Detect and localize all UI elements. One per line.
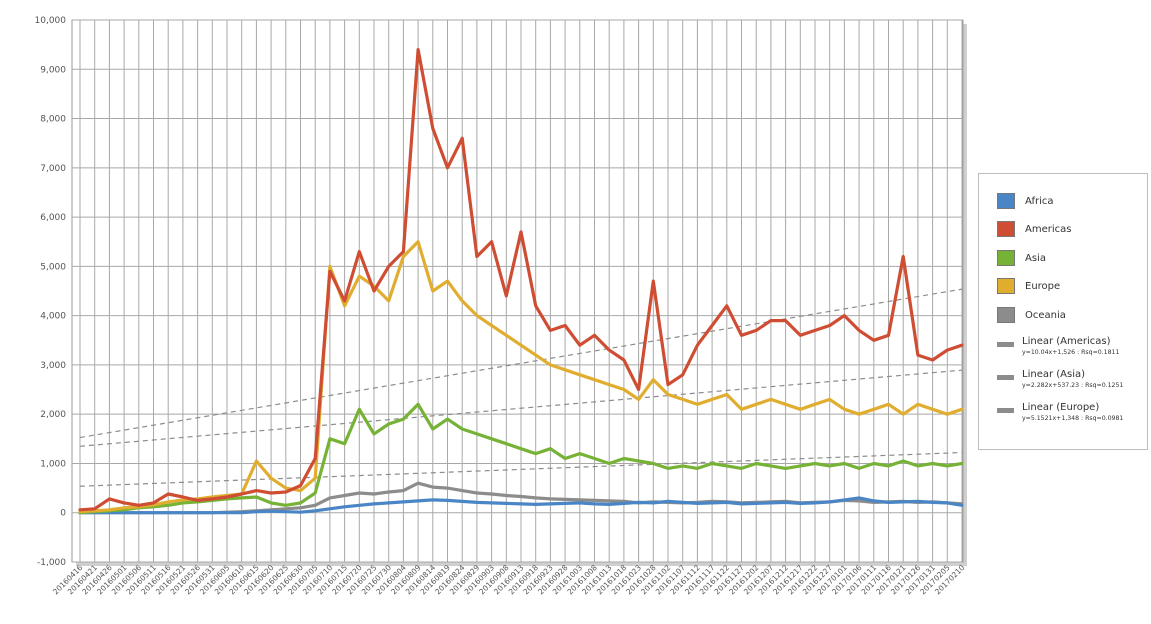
x-axis-ticks: 2016041620160421201604262016050120160506… (51, 563, 967, 597)
legend-item-oceania: Oceania (997, 307, 1066, 323)
legend-item-europe: Europe (997, 278, 1060, 294)
legend-swatch (997, 278, 1015, 294)
legend-trend-asia: Linear (Asia) y=2.282x+537.23 : Rsq=0.12… (997, 369, 1123, 390)
y-axis-ticks: -1,000 0 1,000 2,000 3,000 4,000 5,000 6,000 7,0… (35, 16, 67, 568)
legend-item-asia: Asia (997, 250, 1046, 266)
gridlines (72, 19, 963, 563)
y-tick-label: 1,000 (40, 459, 66, 469)
series-lines (78, 47, 964, 515)
y-tick-label: 0 (60, 509, 66, 519)
series-line-asia (78, 402, 964, 515)
legend-swatch (997, 221, 1015, 237)
legend-trend-europe: Linear (Europe) y=5.1521x+1,348 : Rsq=0.… (997, 402, 1123, 423)
legend: Africa Americas Asia Europe Oceania Line… (978, 173, 1148, 450)
series-line-africa (78, 496, 964, 515)
legend-swatch (997, 307, 1015, 323)
legend-label: Asia (1025, 252, 1046, 264)
plot-area-shadow (71, 19, 967, 566)
y-tick-label: -1,000 (37, 558, 66, 568)
trendlines (79, 288, 963, 487)
series-line-americas (78, 47, 964, 512)
trendline (79, 369, 963, 447)
trend-equation: y=10.04x+1,526 : Rsq=0.1811 (1022, 349, 1120, 356)
legend-swatch (997, 193, 1015, 209)
y-tick-label: 8,000 (40, 115, 66, 125)
trend-equation: y=2.282x+537.23 : Rsq=0.1251 (1022, 382, 1124, 389)
y-tick-label: 2,000 (40, 410, 66, 420)
legend-item-africa: Africa (997, 193, 1054, 209)
y-tick-label: 7,000 (40, 164, 66, 174)
legend-item-americas: Americas (997, 221, 1071, 237)
y-tick-label: 4,000 (40, 312, 66, 322)
legend-label: Americas (1025, 223, 1072, 235)
trend-label: Linear (Asia) (1022, 369, 1086, 380)
y-tick-label: 6,000 (40, 213, 66, 223)
legend-trend-americas: Linear (Americas) y=10.04x+1,526 : Rsq=0… (997, 336, 1119, 357)
y-tick-label: 3,000 (40, 361, 66, 371)
trendline-swatch (997, 342, 1014, 347)
legend-swatch (997, 250, 1015, 266)
trendline-swatch (997, 375, 1014, 380)
legend-label: Africa (1025, 195, 1054, 207)
y-tick-label: 9,000 (40, 65, 66, 75)
trend-label: Linear (Americas) (1022, 336, 1111, 347)
y-tick-label: 10,000 (35, 16, 67, 26)
trend-label: Linear (Europe) (1022, 402, 1100, 413)
trendline-swatch (997, 408, 1014, 413)
trend-equation: y=5.1521x+1,348 : Rsq=0.0981 (1022, 415, 1124, 422)
trendline (79, 451, 963, 487)
legend-label: Europe (1025, 280, 1061, 292)
legend-label: Oceania (1025, 309, 1066, 321)
y-tick-label: 5,000 (40, 262, 66, 272)
